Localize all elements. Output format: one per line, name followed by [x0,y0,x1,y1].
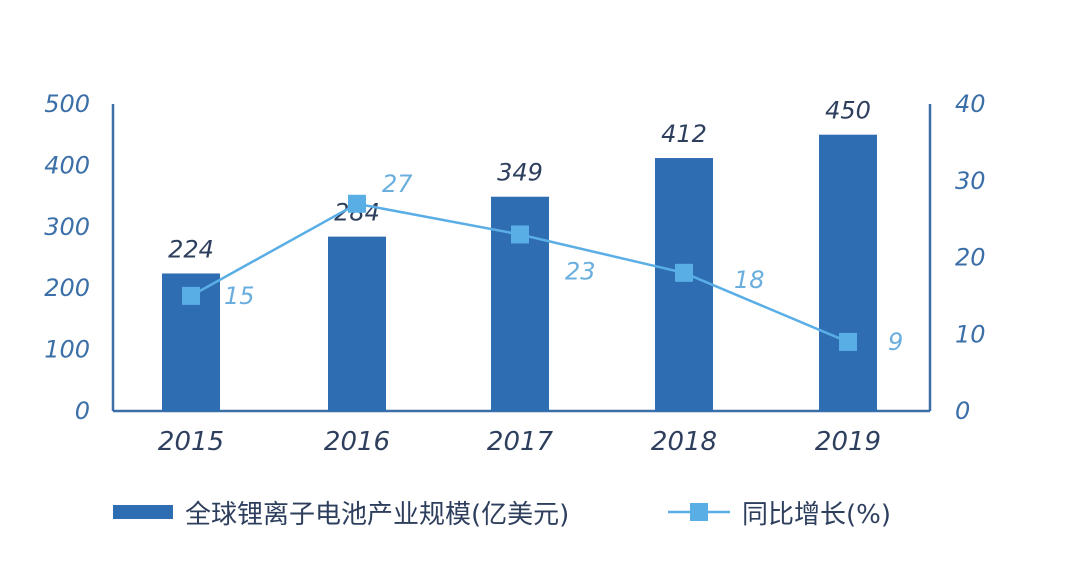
x-tick-label: 2019 [815,427,881,457]
line-value-label: 27 [382,170,413,198]
left-tick-label: 0 [75,397,90,425]
line-value-label: 23 [565,257,596,285]
bar [328,236,386,411]
line-value-label: 15 [224,282,255,310]
line-marker [839,332,857,351]
legend-bar-label: 全球锂离子电池产业规模(亿美元) [185,500,569,530]
right-tick-label: 20 [955,244,986,272]
x-tick-label: 2016 [324,427,390,457]
bar-labels: 224284349412450 [168,97,871,264]
right-tick-label: 40 [955,90,986,118]
line-marker [511,225,529,244]
line-marker [182,286,200,305]
bar [819,134,877,411]
x-tick-label: 2017 [487,427,554,457]
left-axis-ticks: 0 100 200 300 400 500 [44,90,90,425]
x-axis-ticks: 2015 2016 2017 2018 2019 [158,427,881,457]
line-value-label: 18 [734,266,765,294]
x-tick-label: 2015 [158,427,224,457]
bar-value-label: 224 [168,235,214,263]
bar-value-label: 412 [661,120,707,148]
bar-value-label: 349 [497,159,543,187]
left-tick-label: 100 [44,336,90,364]
line-series: 15 27 23 18 9 [182,170,903,356]
x-tick-label: 2018 [651,427,717,457]
line-marker [675,263,693,282]
line-value-label: 9 [888,328,903,356]
left-tick-label: 500 [44,90,90,118]
line-marker [348,194,366,213]
legend-line-marker-icon [690,503,708,521]
legend: 全球锂离子电池产业规模(亿美元) 同比增长(%) [113,500,891,530]
right-tick-label: 30 [955,167,986,195]
bar-value-label: 450 [825,97,871,125]
right-axis-ticks: 0 10 20 30 40 [955,90,986,425]
left-tick-label: 400 [44,151,90,179]
bar [655,158,713,411]
left-tick-label: 300 [44,213,90,241]
left-tick-label: 200 [44,274,90,302]
legend-bar-swatch [113,505,173,519]
right-tick-label: 10 [955,320,986,348]
legend-line-label: 同比增长(%) [742,500,891,530]
right-tick-label: 0 [955,397,970,425]
